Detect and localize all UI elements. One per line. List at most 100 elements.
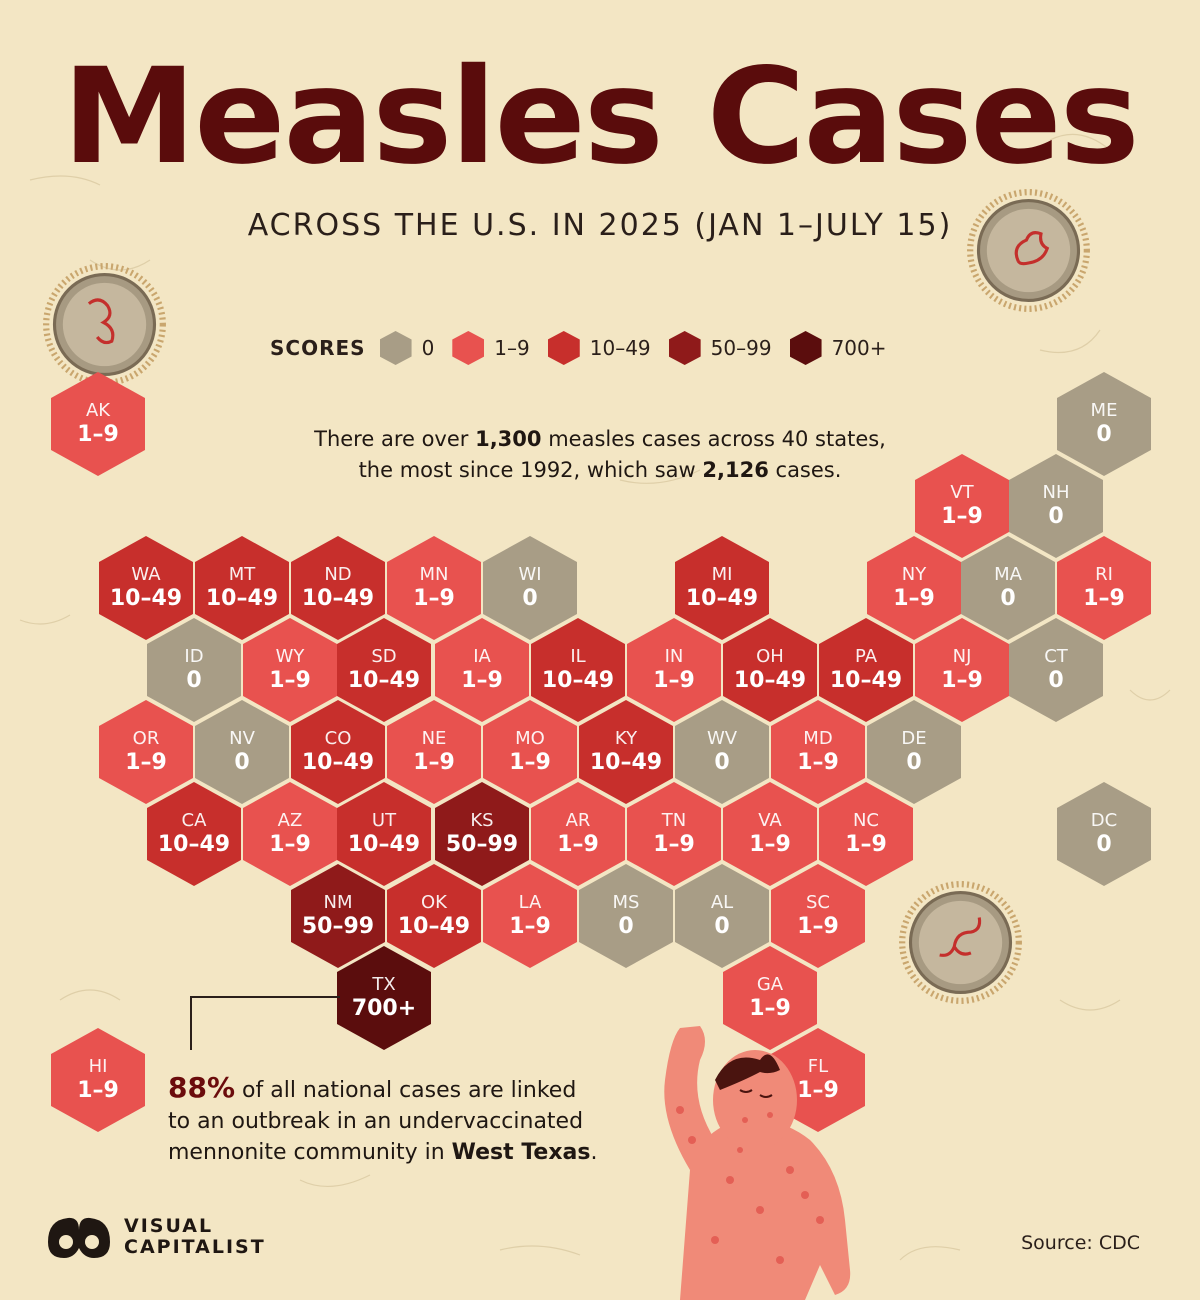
state-case-range: 1–9 [797,750,839,775]
outbreak-note: 88% of all national cases are linked to … [168,1072,638,1168]
state-hex-ak: AK 1–9 [51,372,145,476]
state-case-range: 1–9 [653,832,695,857]
state-case-range: 1–9 [845,832,887,857]
state-case-range: 0 [1048,668,1064,693]
state-case-range: 1–9 [413,750,455,775]
state-abbr: MD [803,728,833,749]
state-case-range: 0 [714,750,730,775]
state-abbr: WA [131,564,161,585]
state-case-range: 1–9 [509,914,551,939]
stat-cases: 1,300 [475,427,542,451]
state-abbr: AZ [277,810,303,831]
state-abbr: NM [323,892,353,913]
stat-text: the most since 1992, which saw [358,458,703,482]
legend-swatch [452,331,485,365]
note-text: to an outbreak in an undervaccinated [168,1109,584,1134]
state-abbr: SD [371,646,397,667]
stat-text: cases. [768,458,842,482]
state-case-range: 1–9 [509,750,551,775]
legend-swatch [379,331,412,365]
state-abbr: OR [132,728,160,749]
state-abbr: MO [515,728,545,749]
state-abbr: CA [181,810,207,831]
state-abbr: GA [756,974,784,995]
note-percentage: 88% [168,1071,236,1104]
state-abbr: AR [565,810,591,831]
legend-item-label: 700+ [831,336,887,360]
page-subtitle: ACROSS THE U.S. IN 2025 (JAN 1–JULY 15) [247,208,953,243]
state-abbr: OK [421,892,447,913]
state-case-range: 0 [714,914,730,939]
state-case-range: 1–9 [797,914,839,939]
stat-cases-1992: 2,126 [702,458,769,482]
state-abbr: WY [275,646,305,667]
state-case-range: 10–49 [829,668,903,693]
state-case-range: 0 [618,914,634,939]
state-case-range: 10–49 [397,914,471,939]
state-case-range: 0 [906,750,922,775]
legend-swatch [789,331,822,365]
state-case-range: 1–9 [77,422,119,447]
legend-item-700-plus: 700+ [789,331,887,365]
legend-item-label: 1–9 [494,336,530,360]
state-case-range: 1–9 [1083,586,1125,611]
state-case-range: 0 [522,586,538,611]
state-abbr: MN [419,564,449,585]
state-abbr: NY [901,564,927,585]
state-case-range: 1–9 [125,750,167,775]
page-title: Measles Cases [62,40,1140,194]
person-illustration [664,1026,851,1300]
state-case-range: 10–49 [109,586,183,611]
legend-item-50-99: 50–99 [668,331,772,365]
state-case-range: 10–49 [589,750,663,775]
state-abbr: NC [852,810,880,831]
brand-logo: VISUAL CAPITALIST [44,1212,266,1262]
state-abbr: CO [324,728,352,749]
state-abbr: WV [706,728,738,749]
legend-item-label: 50–99 [710,336,772,360]
virus-icon [967,189,1090,312]
state-abbr: UT [371,810,397,831]
state-case-range: 1–9 [77,1078,119,1103]
state-case-range: 1–9 [413,586,455,611]
note-text: of all national cases are linked [235,1078,577,1103]
state-abbr: ND [324,564,352,585]
state-case-range: 10–49 [541,668,615,693]
summary-stat: There are over 1,300 measles cases acros… [250,424,950,486]
state-abbr: IA [473,646,491,667]
note-text: . [590,1140,598,1165]
virus-icon [899,881,1022,1004]
legend-swatch [668,331,701,365]
note-text: mennonite community in [168,1140,452,1165]
state-case-range: 10–49 [157,832,231,857]
brand-line2: CAPITALIST [124,1236,266,1258]
state-abbr: MT [228,564,256,585]
state-case-range: 1–9 [749,996,791,1021]
state-abbr: LA [518,892,542,913]
source-note: Source: CDC [1021,1232,1140,1254]
state-case-range: 700+ [351,996,417,1021]
state-case-range: 10–49 [685,586,759,611]
state-abbr: IN [664,646,684,667]
state-case-range: 0 [1096,422,1112,447]
state-abbr: MS [612,892,640,913]
state-case-range: 1–9 [797,1078,839,1103]
state-case-range: 10–49 [301,750,375,775]
legend-item-label: 0 [421,336,435,360]
state-abbr: CT [1044,646,1068,667]
state-case-range: 1–9 [653,668,695,693]
virus-icon [43,263,166,386]
state-abbr: VA [758,810,782,831]
stat-text: There are over [314,427,476,451]
legend: SCORES 0 1–9 10–49 50–99 700+ [270,330,905,366]
legend-item-label: 10–49 [589,336,651,360]
state-abbr: MI [711,564,733,585]
state-case-range: 1–9 [557,832,599,857]
visual-capitalist-logo-icon [48,1217,110,1258]
state-case-range: 1–9 [749,832,791,857]
state-abbr: PA [854,646,878,667]
state-abbr: WI [518,564,542,585]
state-abbr: NV [229,728,255,749]
legend-title: SCORES [270,336,366,360]
